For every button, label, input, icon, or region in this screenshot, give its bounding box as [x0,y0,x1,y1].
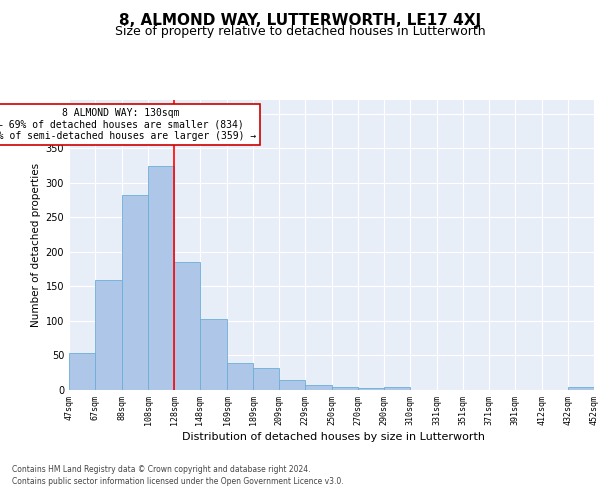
Bar [122,194,148,390]
Text: 8 ALMOND WAY: 130sqm
← 69% of detached houses are smaller (834)
30% of semi-deta: 8 ALMOND WAY: 130sqm ← 69% of detached h… [0,108,256,142]
Text: Distribution of detached houses by size in Lutterworth: Distribution of detached houses by size … [182,432,485,442]
Text: 8, ALMOND WAY, LUTTERWORTH, LE17 4XJ: 8, ALMOND WAY, LUTTERWORTH, LE17 4XJ [119,12,481,28]
Text: Size of property relative to detached houses in Lutterworth: Size of property relative to detached ho… [115,25,485,38]
Bar [568,387,594,390]
Y-axis label: Number of detached properties: Number of detached properties [31,163,41,327]
Bar [227,363,253,390]
Bar [279,380,305,390]
Text: Contains public sector information licensed under the Open Government Licence v3: Contains public sector information licen… [12,478,344,486]
Bar [148,166,174,390]
Text: Contains HM Land Registry data © Crown copyright and database right 2024.: Contains HM Land Registry data © Crown c… [12,465,311,474]
Bar [174,262,200,390]
Bar [305,385,332,390]
Bar [332,387,358,390]
Bar [200,319,227,390]
Bar [384,387,410,390]
Bar [95,280,122,390]
Bar [69,354,95,390]
Bar [358,388,384,390]
Bar [253,368,279,390]
